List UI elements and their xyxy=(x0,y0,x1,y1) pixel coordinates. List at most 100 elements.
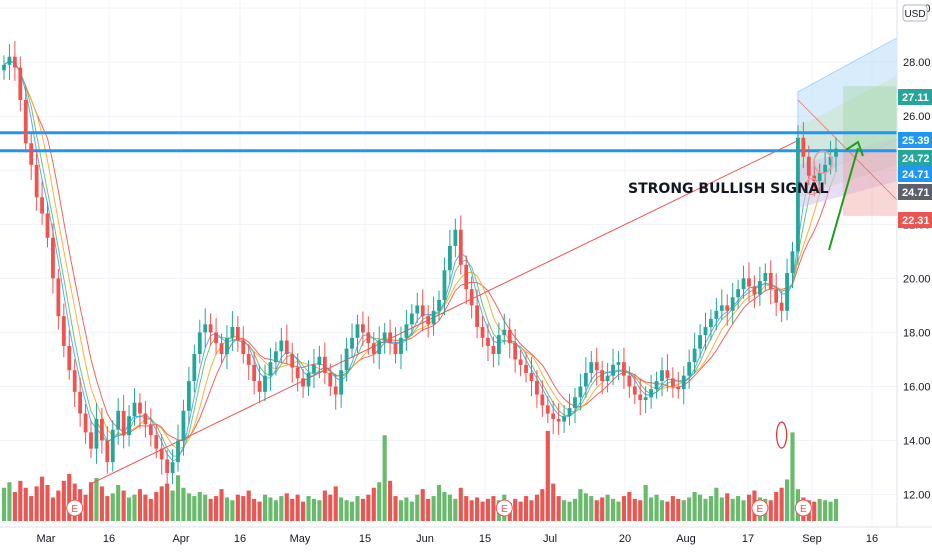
volume-bar xyxy=(768,500,773,521)
candle-body xyxy=(148,424,153,436)
candle-body xyxy=(529,372,534,382)
candle-body xyxy=(594,362,599,371)
candle-body xyxy=(583,372,588,387)
price-tag-label: 25.39 xyxy=(902,135,930,147)
volume-bar xyxy=(388,480,393,521)
volume-bar xyxy=(469,500,474,521)
candle-body xyxy=(322,356,327,373)
candle-body xyxy=(377,340,382,355)
candle-body xyxy=(475,305,480,328)
volume-bar xyxy=(219,489,224,521)
currency-badge[interactable]: USD xyxy=(902,4,928,22)
candle-body xyxy=(273,351,278,363)
earnings-marker-label: E xyxy=(757,504,764,515)
volume-bar xyxy=(50,497,56,521)
candle-body xyxy=(99,418,104,441)
volume-bar xyxy=(600,497,605,521)
volume-bar xyxy=(349,501,355,521)
price-tag-label: 24.71 xyxy=(902,169,930,181)
volume-bar xyxy=(447,494,452,521)
volume-bar xyxy=(311,498,317,521)
volume-bar xyxy=(279,496,284,521)
candle-body xyxy=(230,327,235,338)
candle-body xyxy=(801,137,806,157)
regression-channel-lower xyxy=(797,137,897,209)
volume-bar xyxy=(333,486,338,521)
candle-body xyxy=(806,156,811,176)
candle-body xyxy=(235,327,240,341)
candle-body xyxy=(573,397,577,409)
volume-bar xyxy=(257,501,262,521)
candle-body xyxy=(246,354,251,365)
volume-bar xyxy=(551,483,556,521)
volume-bar xyxy=(703,498,708,521)
candle-body xyxy=(687,362,692,376)
earnings-marker[interactable]: E xyxy=(794,499,812,517)
candle-body xyxy=(703,327,708,336)
candle-body xyxy=(632,386,637,395)
earnings-marker[interactable]: E xyxy=(751,499,769,517)
x-tick-label: Aug xyxy=(676,533,696,545)
volume-bar xyxy=(605,494,610,521)
candle-body xyxy=(208,324,213,333)
volume-bar xyxy=(268,497,273,521)
volume-bar xyxy=(643,485,648,521)
moving-average-line xyxy=(3,60,837,450)
earnings-marker[interactable]: E xyxy=(495,499,513,517)
volume-bar xyxy=(458,487,463,521)
price-tag: 22.31 xyxy=(898,212,932,228)
candle-body xyxy=(681,375,686,390)
volume-bar xyxy=(475,497,480,521)
candle-body xyxy=(790,251,795,273)
earnings-marker-circle xyxy=(66,499,84,517)
candle-body xyxy=(448,245,452,271)
volume-bar xyxy=(409,501,414,521)
candle-body xyxy=(643,397,648,400)
candle-body xyxy=(225,337,229,355)
candle-body xyxy=(616,362,621,365)
volume-bar xyxy=(203,494,208,521)
earnings-marker-label: E xyxy=(501,504,508,515)
candle-body xyxy=(268,362,273,376)
candle-body xyxy=(317,356,322,365)
candle-body xyxy=(551,413,556,419)
candle-body xyxy=(312,364,316,373)
volume-bar xyxy=(382,435,387,521)
price-tag-box xyxy=(898,166,932,182)
volume-bar xyxy=(371,487,376,521)
y-tick-label: 28.00 xyxy=(903,57,931,69)
bullish-arrow xyxy=(828,147,859,251)
candle-body xyxy=(45,213,50,238)
price-tag-label: 27.11 xyxy=(902,92,929,104)
volume-bar xyxy=(529,500,534,521)
earnings-marker-label: E xyxy=(800,504,807,515)
candle-body xyxy=(426,316,431,325)
volume-bar xyxy=(328,494,333,521)
price-tag: 24.71 xyxy=(898,184,932,200)
volume-bar xyxy=(578,489,583,521)
candle-body xyxy=(186,381,191,411)
volume-bar xyxy=(230,500,235,521)
volume-bar xyxy=(812,501,817,521)
volume-bar xyxy=(404,497,409,521)
volume-bar xyxy=(464,496,469,521)
earnings-marker[interactable]: E xyxy=(66,499,84,517)
candle-body xyxy=(284,340,289,355)
price-tag: 24.71 xyxy=(898,166,932,182)
y-tick-label: 16.00 xyxy=(903,381,931,393)
candle-body xyxy=(159,448,164,460)
candle-body xyxy=(279,340,284,352)
candle-body xyxy=(23,99,28,144)
volume-bar xyxy=(681,500,686,521)
candle-body xyxy=(747,278,751,287)
volume-bar xyxy=(262,494,268,521)
candle-body xyxy=(290,354,295,368)
volume-bar xyxy=(823,500,828,521)
candle-body xyxy=(72,370,77,392)
candle-body xyxy=(823,164,828,173)
candle-body xyxy=(12,56,17,68)
volume-bar xyxy=(284,493,289,521)
candle-body xyxy=(453,229,458,246)
volume-bar xyxy=(301,501,306,521)
